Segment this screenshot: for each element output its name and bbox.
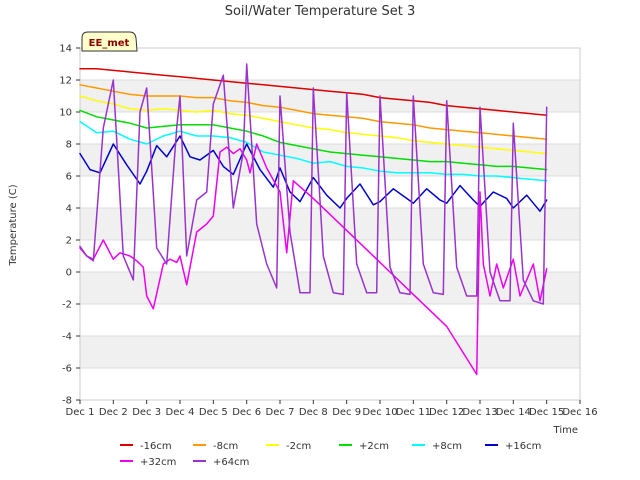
x-tick-label: Dec 6 [232,407,261,418]
y-tick-label: 6 [66,172,72,183]
y-tick-label: -6 [62,364,72,375]
station-badge-text: EE_met [89,38,130,49]
y-axis: -8 -6 -4 -2 0 2 4 6 8 10 12 14 [59,44,80,407]
x-tick-label: Dec 11 [396,407,431,418]
station-badge-box [81,31,138,52]
legend-label: -2cm [286,441,311,452]
y-tick-label: -8 [62,396,72,407]
legend-label: +8cm [432,441,462,452]
grid-band [80,336,580,368]
y-tick-label: 10 [59,108,72,119]
y-axis-label: Temperature (C) [8,184,19,266]
legend-label: +2cm [359,441,389,452]
plot-frame [79,47,581,401]
grid-band [80,208,580,240]
x-tick-label: Dec 8 [299,407,328,418]
y-tick-label: 8 [66,140,72,151]
series-line-7 [79,143,548,376]
x-tick-label: Dec 5 [199,407,228,418]
legend-label: -8cm [213,441,238,452]
series-line-4 [79,109,548,171]
plot-background [79,47,581,401]
station-badge: EE_met [81,31,138,52]
x-tick-label: Dec 15 [529,407,564,418]
x-tick-label: Dec 7 [266,407,295,418]
y-tick-label: -4 [62,332,72,343]
x-tick-label: Dec 16 [562,407,597,418]
y-tick-label: -2 [62,300,72,311]
x-axis: Dec 1 Dec 2 Dec 3 Dec 4 Dec 5 Dec 6 Dec 7 Dec 8… [66,400,598,418]
x-tick-label: Dec 9 [332,407,361,418]
plot-series [79,63,548,376]
x-tick-label: Dec 2 [99,407,128,418]
y-tick-label: 4 [66,204,72,215]
legend-label: +32cm [140,457,176,468]
y-tick-label: 12 [59,76,72,87]
x-tick-label: Dec 10 [362,407,397,418]
legend-label: +16cm [505,441,541,452]
chart-title: Soil/Water Temperature Set 3 [225,4,416,19]
x-tick-label: Dec 14 [496,407,531,418]
x-tick-label: Dec 1 [66,407,95,418]
x-axis-label: Time [553,425,578,436]
series-line-5 [79,120,548,182]
x-tick-label: Dec 4 [166,407,195,418]
grid-band [80,272,580,304]
series-line-8 [79,63,548,305]
x-tick-label: Dec 3 [132,407,161,418]
legend-label: -16cm [140,441,172,452]
y-tick-label: 2 [66,236,72,247]
y-tick-label: 0 [66,268,72,279]
series-line-6 [79,135,548,212]
legend: -16cm -8cm -2cm +2cm +8cm +16cm +32cm +64cm [120,441,541,468]
x-tick-label: Dec 13 [462,407,497,418]
legend-label: +64cm [213,457,249,468]
x-tick-label: Dec 12 [429,407,464,418]
y-tick-label: 14 [59,44,72,55]
